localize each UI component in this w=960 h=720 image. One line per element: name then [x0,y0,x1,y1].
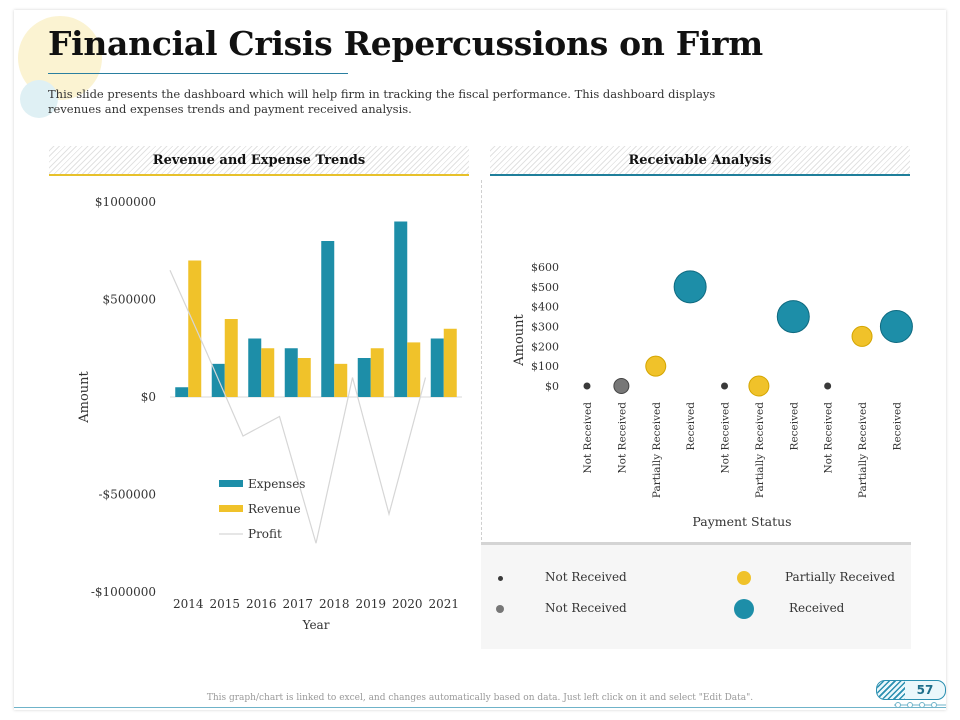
page-number: 57 [916,683,934,697]
y-tick-label: $400 [531,301,559,314]
x-tick-label: 2015 [209,597,240,611]
bar-revenue-2016[interactable] [261,348,275,397]
footer-line [14,707,946,708]
y-tick-label: -$500000 [99,488,157,502]
scatter-point-5[interactable] [721,382,729,390]
legend-dot-partially_received [737,571,751,585]
legend-swatch-revenue [219,505,243,512]
legend-dot-not_received_small [497,575,503,581]
page-badge-hatch [877,681,905,699]
x-tick-label: Not Received [582,402,594,474]
legend-swatch-expenses [219,480,243,487]
legend-dot-not_received_gray [496,605,504,613]
page-number-badge: 57 [876,680,946,700]
scatter-point-6[interactable] [748,375,770,397]
x-tick-label: Partially Received [754,402,766,498]
decorative-circle-blue [20,80,58,118]
y-axis-title: Amount [77,370,92,423]
bar-expenses-2014[interactable] [175,387,189,397]
x-tick-label: Received [891,402,903,451]
panel-title-revenue-text: Revenue and Expense Trends [152,152,366,168]
panel-title-receivable: Receivable Analysis [490,146,910,176]
legend-label-profit: Profit [248,527,282,541]
scatter-point-2[interactable] [613,378,630,394]
bar-revenue-2019[interactable] [370,348,384,397]
y-tick-label: $200 [531,340,559,353]
x-tick-label: 2014 [173,597,204,611]
scatter-point-4[interactable] [673,270,707,304]
legend-dot-received [734,599,754,619]
y-tick-label: $100 [531,360,559,373]
y-tick-label: $0 [545,380,559,393]
legend-label-not_received_gray: Not Received [545,601,627,615]
panel-divider [481,180,482,540]
bar-expenses-2017[interactable] [284,348,298,397]
page-dots-decoration [894,702,946,708]
bar-revenue-2015[interactable] [224,319,238,397]
y-tick-label: -$1000000 [91,585,156,599]
bar-expenses-2016[interactable] [248,338,262,398]
x-tick-label: 2021 [428,597,459,611]
title-underline [48,73,348,74]
x-tick-label: Partially Received [857,402,869,498]
legend-label-revenue: Revenue [248,502,301,516]
receivable-legend: Not Received Partially Received Not Receiv… [481,542,911,649]
receivable-chart[interactable]: $0 $100 $200 $300 $400 $500 $600 Not Received No… [490,186,915,546]
x-tick-label: 2016 [246,597,277,611]
bar-expenses-2020[interactable] [394,221,408,398]
panel-title-revenue: Revenue and Expense Trends [49,146,469,176]
scatter-point-3[interactable] [645,355,667,377]
x-tick-label: Received [788,402,800,451]
bar-expenses-2019[interactable] [357,358,371,397]
revenue-expense-chart[interactable]: $1000000 $500000 $0 -$500000 -$1000000 2014 20… [49,180,474,640]
x-tick-label: 2020 [392,597,423,611]
legend-label-not_received_small: Not Received [545,570,627,584]
scatter-point-1[interactable] [583,382,591,390]
x-tick-label: 2019 [355,597,386,611]
x-tick-label: Not Received [823,402,835,474]
bar-expenses-2021[interactable] [430,338,444,398]
slide: Financial Crisis Repercussions on Firm T… [14,10,946,710]
profit-line[interactable] [169,270,427,544]
x-axis-title: Year [302,618,330,632]
y-tick-label: $1000000 [95,195,156,209]
x-tick-label: Partially Received [651,402,663,498]
bar-revenue-2018[interactable] [334,363,348,397]
bar-revenue-2017[interactable] [297,358,311,397]
y-tick-label: $0 [141,390,156,404]
y-tick-label: $500 [531,281,559,294]
scatter-point-8[interactable] [824,382,832,390]
x-tick-label: 2018 [319,597,350,611]
scatter-point-9[interactable] [851,325,873,347]
y-axis-title: Amount [512,313,527,366]
y-tick-label: $500000 [103,293,156,307]
scatter-point-10[interactable] [879,310,913,343]
x-tick-label: Not Received [616,402,628,474]
bar-revenue-2021[interactable] [443,328,457,397]
bar-expenses-2018[interactable] [321,241,335,397]
panel-title-receivable-text: Receivable Analysis [628,152,772,168]
x-tick-label: Not Received [720,402,732,474]
bar-revenue-2020[interactable] [407,342,421,397]
footer-note: This graph/chart is linked to excel, and… [206,693,754,703]
bar-revenue-2014[interactable] [188,260,202,398]
page-title: Financial Crisis Repercussions on Firm [48,24,763,63]
legend-label-partially_received: Partially Received [785,570,895,584]
x-tick-label: Received [685,402,697,451]
page-subtitle: This slide presents the dashboard which … [48,87,716,116]
legend-label-expenses: Expenses [248,477,305,491]
y-tick-label: $600 [531,261,559,274]
legend-label-received: Received [789,601,845,615]
scatter-point-7[interactable] [776,300,810,334]
y-tick-label: $300 [531,321,559,334]
x-axis-title: Payment Status [692,514,791,529]
x-tick-label: 2017 [282,597,313,611]
